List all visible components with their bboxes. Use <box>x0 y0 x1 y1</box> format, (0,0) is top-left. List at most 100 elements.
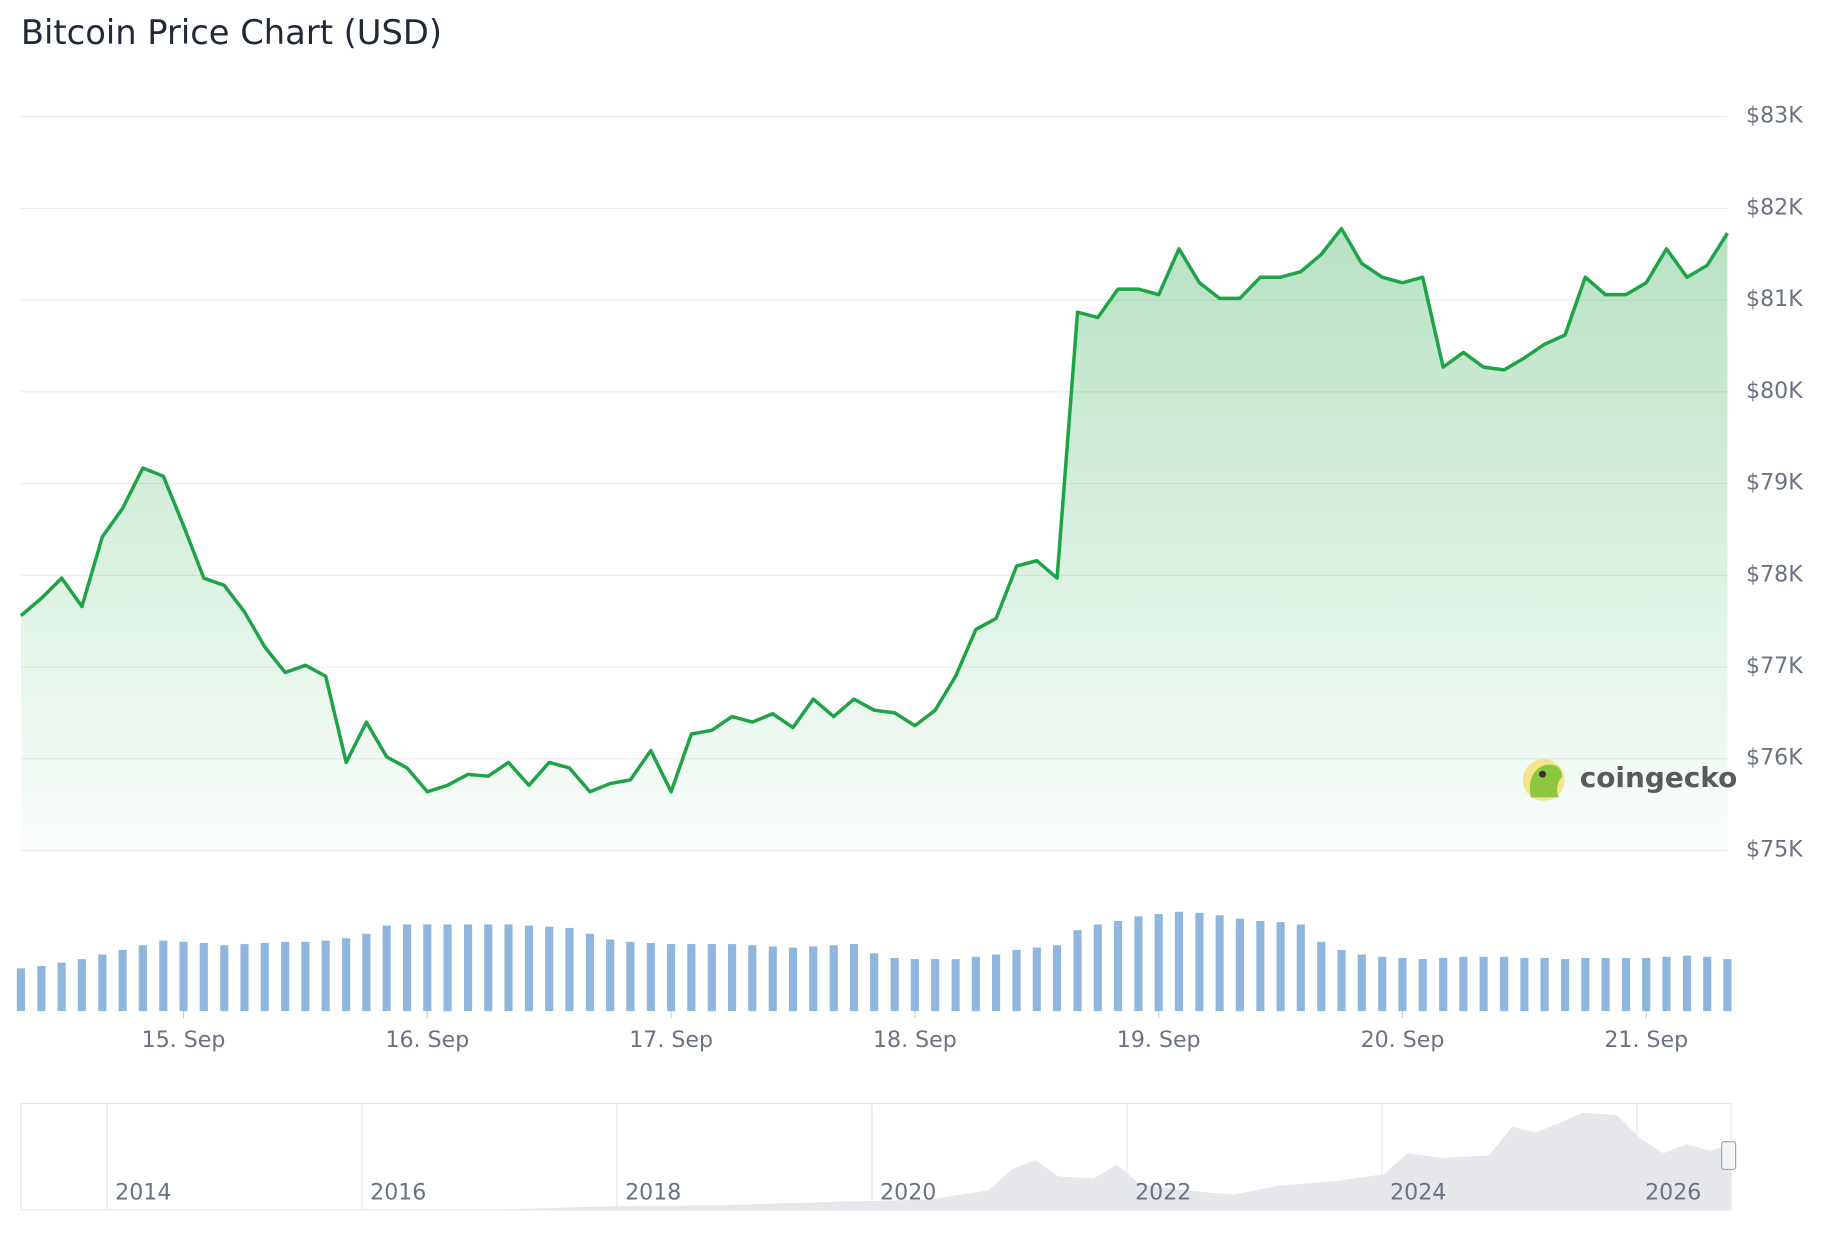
volume-bar <box>1276 922 1285 1012</box>
volume-bar <box>1154 914 1163 1012</box>
volume-bar <box>585 933 595 1012</box>
volume-bar <box>870 953 879 1012</box>
volume-bar <box>362 933 371 1012</box>
volume-bar <box>565 927 574 1012</box>
volume-bar <box>1073 930 1082 1012</box>
volume-bar <box>1662 956 1671 1012</box>
volume-bar <box>748 945 757 1012</box>
navigator-area <box>488 1112 1731 1210</box>
brand-name: coingecko <box>1580 761 1738 794</box>
volume-bar <box>77 959 86 1012</box>
navigator-label: 2022 <box>1135 1181 1191 1206</box>
navigator-label: 2026 <box>1645 1181 1701 1206</box>
volume-bar <box>443 924 452 1012</box>
volume-bar <box>545 926 554 1012</box>
y-tick-label: $80K <box>1746 379 1803 404</box>
volume-bar <box>37 966 46 1012</box>
navigator: 2014 2016 2018 2020 2022 2024 2026 <box>20 1102 1737 1211</box>
volume-bar <box>1317 941 1326 1012</box>
y-tick-label: $82K <box>1746 195 1803 220</box>
volume-bar <box>768 946 777 1012</box>
volume-bar <box>1215 915 1224 1012</box>
volume-bar <box>1561 959 1570 1012</box>
volume-bar <box>849 944 859 1012</box>
brand-logo: coingecko <box>1522 759 1738 801</box>
logo-eye <box>1539 770 1546 778</box>
volume-bar <box>138 945 147 1012</box>
volume-bar <box>484 924 493 1012</box>
volume-bar <box>1113 920 1123 1012</box>
volume-bar <box>707 944 716 1012</box>
volume-bar <box>1195 912 1204 1012</box>
volume-bar <box>199 942 208 1012</box>
volume-bar <box>1398 957 1407 1012</box>
volume-bar <box>1459 956 1468 1012</box>
navigator-label: 2024 <box>1390 1181 1446 1206</box>
navigator-label: 2014 <box>115 1181 171 1206</box>
y-tick-label: $77K <box>1746 654 1803 679</box>
volume-bar <box>1723 959 1732 1012</box>
volume-bar <box>342 938 351 1012</box>
x-tick-label: 21. Sep <box>1604 1028 1688 1053</box>
volume-bar <box>1703 956 1712 1012</box>
price-area <box>20 228 1728 851</box>
volume-bar <box>382 925 391 1012</box>
volume-bar <box>1378 956 1387 1012</box>
volume-bar <box>98 954 107 1012</box>
volume-bar <box>423 924 432 1012</box>
navigator-label: 2020 <box>880 1181 936 1206</box>
navigator-handle[interactable] <box>1721 1141 1737 1170</box>
y-tick-label: $75K <box>1746 838 1803 863</box>
volume-bar <box>1174 911 1183 1012</box>
volume-bar <box>1540 957 1549 1012</box>
volume-bar <box>1418 959 1427 1012</box>
volume-bar <box>626 941 635 1012</box>
navigator-label: 2018 <box>625 1181 681 1206</box>
volume-bar <box>1235 918 1244 1012</box>
volume-bar <box>260 942 269 1012</box>
y-tick-label: $76K <box>1746 746 1803 771</box>
volume-bar <box>606 939 615 1012</box>
volume-bar <box>220 945 229 1012</box>
y-tick-label: $78K <box>1746 562 1803 587</box>
volume-bar <box>829 945 838 1012</box>
volume-bar <box>1621 957 1631 1012</box>
volume-bar <box>57 962 66 1012</box>
x-tick-label: 19. Sep <box>1117 1028 1201 1053</box>
volume-bar <box>951 959 960 1012</box>
volume-bar <box>646 942 655 1012</box>
volume-bar <box>1012 949 1021 1012</box>
volume-bar <box>1520 957 1529 1012</box>
volume-bar <box>1581 957 1590 1012</box>
volume-bar <box>240 944 249 1012</box>
y-tick-label: $81K <box>1746 287 1803 312</box>
logo-gecko <box>1529 764 1563 798</box>
volume-bar <box>504 924 513 1012</box>
volume-bar <box>1500 956 1509 1012</box>
volume-bar <box>788 947 798 1012</box>
volume-bar <box>463 924 473 1012</box>
volume-bar <box>1642 957 1651 1012</box>
x-tick-label: 18. Sep <box>873 1028 957 1053</box>
volume-bar <box>1093 924 1102 1012</box>
volume-bar <box>971 956 980 1012</box>
volume-bar <box>1256 920 1265 1012</box>
volume-bar <box>118 949 127 1012</box>
volume-bar <box>159 940 168 1012</box>
x-tick-label: 20. Sep <box>1361 1028 1445 1053</box>
plot <box>16 226 1732 1012</box>
volume-bar <box>281 941 290 1012</box>
navigator-label: 2016 <box>370 1181 426 1206</box>
volume-bar <box>1601 957 1610 1012</box>
volume-bar <box>727 944 737 1012</box>
grid: $75K $76K $77K $78K $79K $80K $81K $82K $83K 15. … <box>20 104 1803 1053</box>
volume-bar <box>809 946 818 1012</box>
volume-bar <box>667 944 676 1012</box>
volume-bar <box>1439 957 1448 1012</box>
volume-bar <box>1682 955 1692 1012</box>
x-tick-label: 16. Sep <box>385 1028 469 1053</box>
volume-bar <box>179 941 188 1012</box>
volume-bar <box>403 924 412 1012</box>
